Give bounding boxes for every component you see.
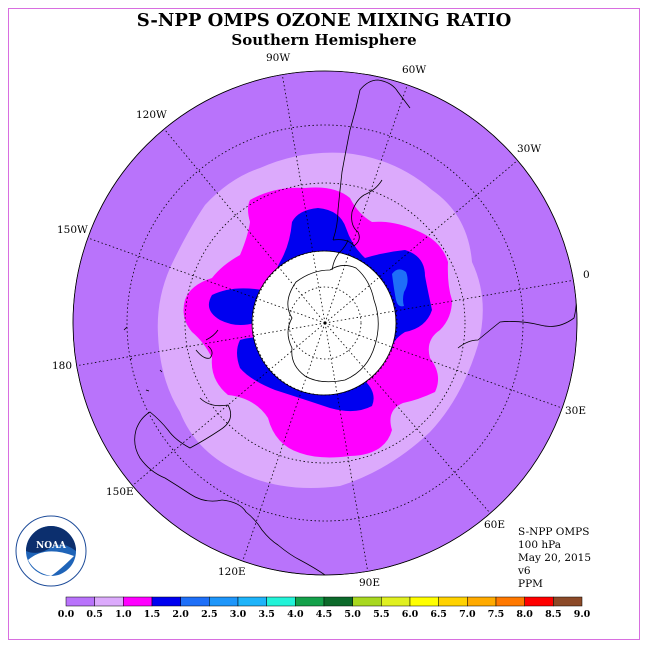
- lon-label-90e: 90E: [359, 577, 380, 589]
- colorbar-tick-label: 2.0: [172, 609, 189, 620]
- africa-coastline: [457, 289, 577, 349]
- colorbar-swatch: [295, 596, 325, 607]
- colorbar-tick-label: 4.5: [316, 609, 333, 620]
- colorbar-tick-label: 6.0: [402, 609, 419, 620]
- colorbar-tick-label: 1.5: [144, 609, 161, 620]
- lon-label-120e: 120E: [218, 566, 246, 578]
- colorbar-swatch: [123, 596, 153, 607]
- lon-label-150e: 150E: [106, 486, 134, 498]
- coastlines: [123, 79, 577, 575]
- colorbar-swatch: [323, 596, 353, 607]
- info-date: May 20, 2015: [518, 552, 592, 564]
- info-instrument: S-NPP OMPS: [518, 526, 590, 538]
- noaa-logo-text: NOAA: [36, 541, 67, 551]
- info-units: PPM: [518, 578, 543, 590]
- longitude-labels: 90W 60W 30W 0 30E 60E 90E 120E 150E 180 …: [52, 52, 590, 589]
- colorbar-tick-label: 0.0: [58, 609, 75, 620]
- lon-label-0: 0: [583, 269, 590, 281]
- noaa-logo: NOAA: [15, 515, 87, 587]
- graticule: [74, 72, 576, 574]
- colorbar-tick-label: 8.0: [516, 609, 533, 620]
- colorbar-tick-label: 6.5: [430, 609, 447, 620]
- lon-label-60e: 60E: [484, 519, 505, 531]
- colorbar-swatch: [495, 596, 525, 607]
- colorbar-swatch: [65, 596, 95, 607]
- colorbar-swatch: [151, 596, 181, 607]
- lon-label-60w: 60W: [402, 64, 426, 76]
- colorbar-tick-label: 1.0: [115, 609, 132, 620]
- lon-label-30w: 30W: [517, 143, 541, 155]
- colorbar-swatch: [266, 596, 296, 607]
- antarctica-coastline: [287, 265, 379, 383]
- colorbar-swatch: [467, 596, 497, 607]
- ozone-band-2.0-2.5: [392, 269, 408, 307]
- new-zealand-coastline: [195, 329, 219, 359]
- info-version: v6: [518, 565, 531, 577]
- chart-title: S-NPP OMPS OZONE MIXING RATIO: [136, 10, 512, 31]
- lon-label-30e: 30E: [565, 405, 586, 417]
- colorbar-swatch: [524, 596, 554, 607]
- colorbar-tick-label: 3.0: [230, 609, 247, 620]
- colorbar-swatch: [237, 596, 267, 607]
- figure-border: [8, 8, 640, 640]
- lon-label-90w: 90W: [266, 52, 290, 64]
- colorbar-tick-label: 2.5: [201, 609, 218, 620]
- south-pole-marker: [323, 321, 327, 325]
- colorbar-tick-label: 5.5: [373, 609, 390, 620]
- colorbar-swatch: [352, 596, 382, 607]
- colorbar-swatch: [409, 596, 439, 607]
- colorbar-tick-label: 9.0: [574, 609, 591, 620]
- colorbar-tick-label: 8.5: [545, 609, 562, 620]
- colorbar-swatch: [438, 596, 468, 607]
- colorbar-swatch: [209, 596, 239, 607]
- colorbar-tick-label: 4.0: [287, 609, 304, 620]
- colorbar-swatch: [180, 596, 210, 607]
- australia-coastline: [134, 397, 326, 575]
- lon-label-120w: 120W: [136, 109, 167, 121]
- info-level: 100 hPa: [518, 539, 561, 551]
- island-1: [123, 326, 163, 392]
- colorbar-tick-label: 7.5: [488, 609, 505, 620]
- colorbar-swatch: [381, 596, 411, 607]
- colorbar-swatch: [553, 596, 583, 607]
- lon-label-150w: 150W: [57, 224, 88, 236]
- chart-subtitle: Southern Hemisphere: [231, 31, 417, 49]
- colorbar-tick-label: 5.0: [344, 609, 361, 620]
- colorbar-tick-label: 0.5: [86, 609, 103, 620]
- lon-label-180: 180: [52, 360, 72, 372]
- colorbar-swatch: [94, 596, 124, 607]
- colorbar: 0.0 0.5 1.0 1.5 2.0 2.5 3.0 3.5 4.0 4.5 5.0 5.5 6.0 6…: [58, 596, 591, 620]
- antarctic-peninsula: [331, 239, 349, 271]
- south-america-coastline: [332, 79, 411, 247]
- colorbar-tick-label: 7.0: [459, 609, 476, 620]
- colorbar-tick-label: 3.5: [258, 609, 275, 620]
